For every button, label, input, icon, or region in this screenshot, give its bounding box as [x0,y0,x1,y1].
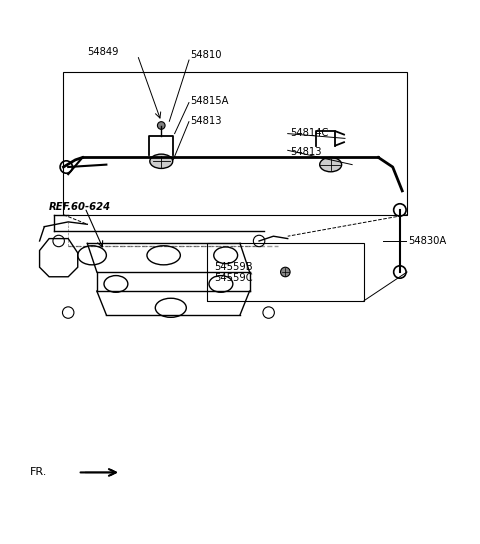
Text: REF.60-624: REF.60-624 [49,202,111,212]
Ellipse shape [150,154,173,169]
Text: FR.: FR. [30,467,48,478]
Text: 54849: 54849 [87,47,119,58]
Text: 54815A: 54815A [190,96,228,106]
Ellipse shape [320,157,342,172]
Text: 54559B: 54559B [214,262,252,272]
Circle shape [157,122,165,129]
Text: 54810: 54810 [190,50,221,60]
Bar [63,72,407,215]
Text: 54814C: 54814C [290,128,328,138]
Text: 54813: 54813 [290,147,322,157]
Text: 54559C: 54559C [214,273,252,283]
Circle shape [281,267,290,277]
Text: 54813: 54813 [190,116,221,126]
Text: 54830A: 54830A [408,236,446,246]
Bar [206,243,364,301]
